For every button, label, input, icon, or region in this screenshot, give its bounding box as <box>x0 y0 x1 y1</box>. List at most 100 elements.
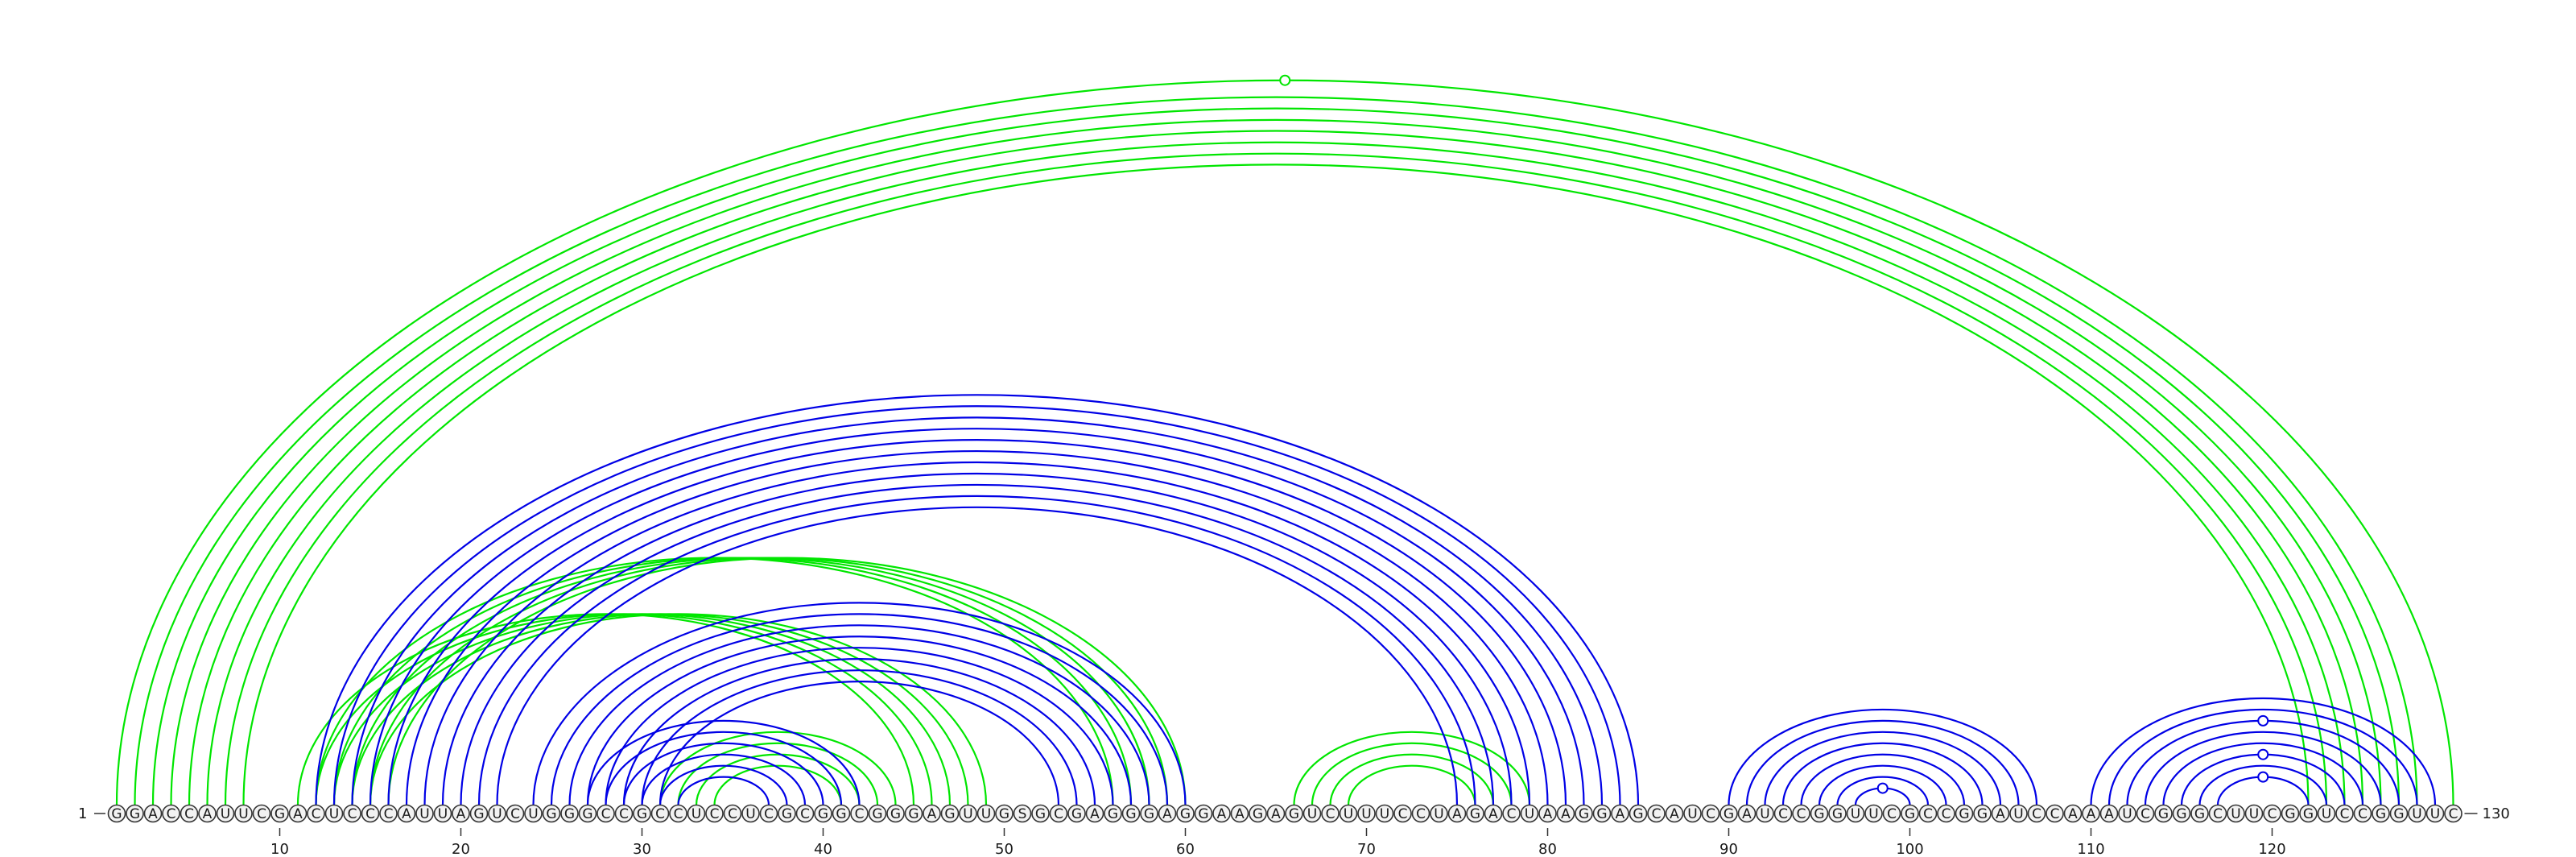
blue-arc-95-102 <box>1818 764 1947 805</box>
nucleotide-98: U <box>1864 804 1883 823</box>
nucleotide-circle <box>614 804 634 823</box>
nucleotide-circle <box>723 804 742 823</box>
nucleotide-letter: C <box>619 806 629 822</box>
nucleotide-circle <box>126 804 144 823</box>
nucleotide-letter: U <box>528 806 538 822</box>
nucleotide-26: G <box>560 804 579 823</box>
nucleotide-letter: U <box>2122 806 2132 822</box>
nucleotide-circle <box>1484 804 1503 823</box>
nucleotide-79: U <box>1520 804 1539 823</box>
nucleotide-circle <box>2190 804 2209 823</box>
arc-apex-marker-115-124 <box>2257 748 2269 760</box>
nucleotide-letter: A <box>927 806 937 822</box>
nucleotide-letter: S <box>1018 806 1027 822</box>
nucleotide-28: C <box>597 804 615 823</box>
nucleotide-circle <box>2372 804 2390 823</box>
green-arc-68-77 <box>1329 753 1495 805</box>
nucleotide-circle <box>2425 804 2445 823</box>
nucleotide-letter: G <box>944 806 955 822</box>
tick-label-110: 110 <box>2077 841 2104 857</box>
blue-arc-26-58 <box>568 624 1150 805</box>
nucleotide-circle <box>1737 804 1757 823</box>
nucleotide-39: C <box>795 804 815 823</box>
nucleotide-15: C <box>361 804 380 823</box>
nucleotide-circle <box>1701 804 1720 823</box>
nucleotide-circle <box>2299 804 2318 823</box>
nucleotide-circle <box>959 804 977 823</box>
nucleotide-circle <box>868 804 887 823</box>
nucleotide-112: U <box>2118 804 2136 823</box>
nucleotide-circle <box>469 804 489 823</box>
nucleotide-letter: G <box>1180 806 1191 822</box>
tick-label-60: 60 <box>1176 841 1195 857</box>
nucleotide-3: A <box>143 804 163 823</box>
nucleotide-38: G <box>778 804 796 823</box>
nucleotide-67: U <box>1302 804 1322 823</box>
green-arc-32-43 <box>677 742 879 805</box>
nucleotide-circle <box>1194 804 1213 823</box>
nucleotide-circle <box>1538 804 1557 823</box>
green-arc-3-127 <box>151 107 2401 805</box>
nucleotide-circle <box>650 804 670 823</box>
nucleotide-circle <box>397 804 416 823</box>
nucleotide-circle <box>1249 804 1267 823</box>
nucleotide-letter: C <box>1778 806 1788 822</box>
tick-label-40: 40 <box>814 841 832 857</box>
nucleotide-letter: G <box>1198 806 1208 822</box>
nucleotide-letter: G <box>130 806 140 822</box>
nucleotide-letter: U <box>981 806 991 822</box>
nucleotide-2: G <box>126 804 144 823</box>
nucleotide-circle <box>2099 804 2119 823</box>
nucleotide-circle <box>923 804 941 823</box>
nucleotide-letter: A <box>2068 806 2078 822</box>
nucleotide-letter: G <box>2194 806 2205 822</box>
nucleotide-circle <box>597 804 615 823</box>
green-arc-69-76 <box>1347 764 1476 805</box>
nucleotide-14: C <box>343 804 361 823</box>
nucleotide-95: G <box>1810 804 1829 823</box>
nucleotide-circle <box>1502 804 1521 823</box>
nucleotide-letter: G <box>1724 806 1734 822</box>
nucleotide-letter: U <box>492 806 502 822</box>
nucleotide-circle <box>778 804 796 823</box>
green-arc-14-58 <box>351 557 1150 805</box>
nucleotide-circle <box>524 804 543 823</box>
nucleotide-circle <box>1158 804 1177 823</box>
nucleotide-circle <box>1991 804 2010 823</box>
nucleotide-letter: G <box>1579 806 1589 822</box>
nucleotide-circle <box>904 804 923 823</box>
nucleotide-47: G <box>940 804 960 823</box>
nucleotide-circle <box>2335 804 2354 823</box>
nucleotide-circle <box>180 804 199 823</box>
nucleotide-circle <box>850 804 869 823</box>
nucleotide-letter: C <box>1054 806 1063 822</box>
nucleotide-letter: U <box>1380 806 1389 822</box>
nucleotide-1: G <box>107 804 126 823</box>
nucleotide-circle <box>216 804 235 823</box>
blue-structure-arcs <box>315 394 2437 805</box>
nucleotide-104: G <box>1973 804 1992 823</box>
nucleotide-circle <box>995 804 1013 823</box>
nucleotide-81: A <box>1556 804 1575 823</box>
nucleotide-letter: G <box>275 806 285 822</box>
nucleotide-32: C <box>669 804 687 823</box>
nucleotide-29: C <box>614 804 634 823</box>
nucleotide-letter: G <box>782 806 792 822</box>
nucleotide-circle <box>415 804 434 823</box>
nucleotide-circle <box>1140 804 1158 823</box>
nucleotide-102: C <box>1937 804 1955 823</box>
nucleotide-36: U <box>741 804 760 823</box>
nucleotide-circle <box>2136 804 2155 823</box>
nucleotide-letter: C <box>764 806 774 822</box>
nucleotide-110: A <box>2082 804 2100 823</box>
nucleotide-87: A <box>1665 804 1684 823</box>
nucleotide-circle <box>2281 804 2300 823</box>
nucleotide-circle <box>1266 804 1286 823</box>
blue-arc-114-125 <box>2162 742 2364 805</box>
nucleotide-circle <box>705 804 724 823</box>
nucleotide-letter: G <box>1814 806 1824 822</box>
nucleotide-circle <box>307 804 325 823</box>
nucleotide-letter: A <box>148 806 158 822</box>
nucleotide-letter: G <box>1253 806 1263 822</box>
nucleotide-letter: G <box>1035 806 1046 822</box>
